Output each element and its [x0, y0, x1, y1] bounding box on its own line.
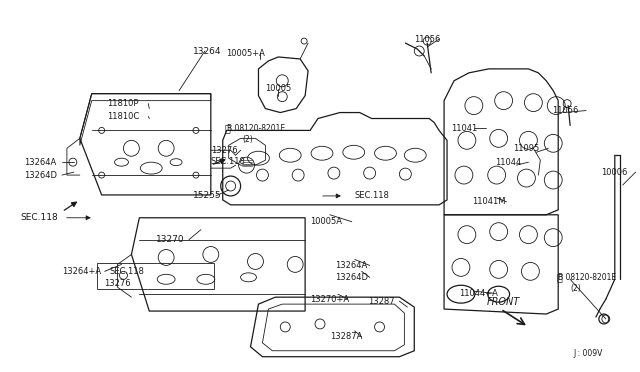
Text: 11041M: 11041M — [472, 198, 506, 206]
Text: 10005A: 10005A — [310, 217, 342, 226]
Text: SEC.118: SEC.118 — [211, 157, 246, 166]
Text: 11095: 11095 — [513, 144, 540, 153]
Text: 11056: 11056 — [552, 106, 579, 115]
Text: 11810P: 11810P — [107, 99, 138, 108]
Text: 11044: 11044 — [495, 158, 521, 167]
Text: 13264+A: 13264+A — [62, 267, 101, 276]
Text: SEC.118: SEC.118 — [355, 192, 390, 201]
Text: 11044+A: 11044+A — [459, 289, 498, 298]
Text: 13264A: 13264A — [335, 261, 367, 270]
Text: 10005: 10005 — [266, 84, 292, 93]
Text: 11810C: 11810C — [107, 112, 139, 121]
Text: 10006: 10006 — [601, 168, 627, 177]
Text: 13270+A: 13270+A — [310, 295, 349, 304]
Text: (2): (2) — [243, 135, 253, 144]
Text: 13264D: 13264D — [24, 171, 57, 180]
Text: 13287: 13287 — [367, 296, 394, 306]
Text: 11041: 11041 — [451, 124, 477, 133]
Text: 13287A: 13287A — [330, 332, 362, 341]
Text: SEC.118: SEC.118 — [109, 267, 145, 276]
Text: 13264A: 13264A — [24, 158, 56, 167]
Text: Ⓑ: Ⓑ — [556, 272, 562, 282]
Text: Ⓑ: Ⓑ — [225, 124, 230, 134]
Text: B 08120-8201E: B 08120-8201E — [227, 124, 285, 133]
Text: 13270: 13270 — [156, 235, 185, 244]
Text: 10005+A: 10005+A — [226, 48, 264, 58]
Text: 13276: 13276 — [211, 146, 237, 155]
Text: (2): (2) — [570, 284, 581, 293]
Text: 15255: 15255 — [193, 192, 221, 201]
Text: 13276: 13276 — [104, 279, 131, 288]
Text: J : 009V: J : 009V — [573, 349, 602, 358]
Text: 13264D: 13264D — [335, 273, 368, 282]
Text: SEC.118: SEC.118 — [20, 213, 58, 222]
Text: B 08120-8201E: B 08120-8201E — [558, 273, 616, 282]
Text: 13264: 13264 — [193, 46, 221, 55]
Text: FRONT: FRONT — [487, 297, 520, 307]
Bar — [97, 263, 214, 289]
Text: 11056: 11056 — [414, 35, 441, 44]
